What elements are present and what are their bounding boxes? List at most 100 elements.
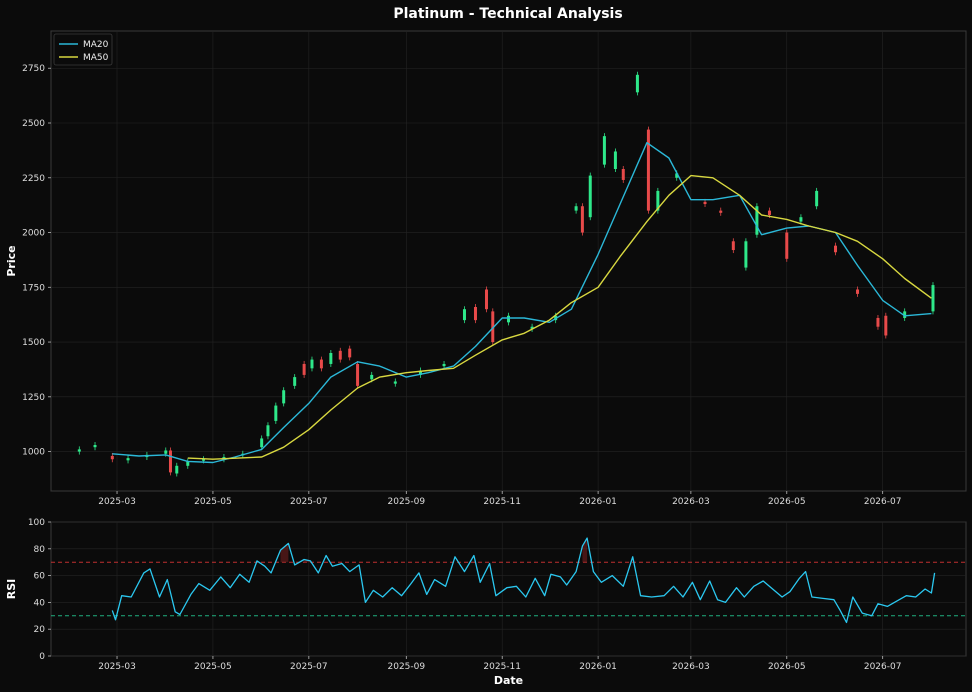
series-line-ma20 — [112, 142, 932, 464]
candle-up — [266, 425, 270, 437]
candle-down — [884, 315, 888, 336]
rsi-x-tick-label: 2025-03 — [98, 662, 136, 672]
candle-up — [799, 217, 803, 222]
price-x-tick-label: 2025-11 — [483, 497, 521, 507]
candle-down — [856, 289, 860, 294]
candle-down — [703, 201, 707, 205]
price-y-tick-label: 1250 — [22, 393, 45, 403]
rsi-x-tick-label: 2025-09 — [388, 662, 426, 672]
candle-up — [93, 445, 97, 448]
price-x-tick-label: 2026-03 — [672, 497, 710, 507]
candle-up — [815, 190, 819, 207]
rsi-y-tick-label: 20 — [34, 625, 46, 635]
price-y-tick-label: 2750 — [22, 64, 45, 74]
price-y-tick-label: 1750 — [22, 283, 45, 293]
candle-down — [719, 210, 723, 213]
price-y-tick-label: 2000 — [22, 229, 45, 239]
candle-up — [310, 359, 314, 369]
price-x-tick-label: 2026-05 — [768, 497, 806, 507]
candle-down — [731, 241, 735, 251]
rsi-x-tick-label: 2025-05 — [194, 662, 232, 672]
rsi-x-tick-label: 2026-03 — [672, 662, 710, 672]
candle-down — [110, 455, 114, 460]
candle-up — [462, 309, 466, 321]
price-y-tick-label: 2250 — [22, 174, 45, 184]
price-y-tick-label: 2500 — [22, 119, 45, 129]
candle-down — [621, 169, 625, 180]
candle-up — [931, 285, 935, 312]
price-panel: 1000 1250 1500 1750 2000 2250 2500 2750 2025-03 2… — [5, 30, 967, 507]
candle-up — [675, 173, 679, 178]
price-axis-label: Price — [5, 245, 18, 276]
overbought-fill — [280, 543, 289, 563]
candle-down — [646, 129, 650, 211]
candle-up — [274, 405, 278, 421]
candle-up — [656, 190, 660, 211]
legend-label-ma20: MA20 — [83, 40, 109, 50]
price-x-tick-label: 2025-03 — [98, 497, 136, 507]
price-y-tick-label: 1000 — [22, 448, 45, 458]
candle-down — [338, 350, 342, 360]
candle-down — [876, 317, 880, 327]
rsi-y-tick-label: 40 — [34, 598, 46, 608]
candle-up — [744, 241, 748, 268]
candle-up — [602, 136, 606, 165]
candle-up — [175, 465, 179, 474]
candle-down — [348, 348, 352, 358]
candle-down — [834, 245, 838, 253]
rsi-x-tick-label: 2026-05 — [768, 662, 806, 672]
candle-up — [282, 390, 286, 404]
legend: MA20 MA50 — [53, 33, 113, 66]
rsi-y-tick-label: 60 — [34, 572, 46, 582]
candle-up — [613, 151, 617, 169]
rsi-y-tick-label: 0 — [39, 652, 45, 662]
price-x-tick-label: 2025-07 — [290, 497, 328, 507]
rsi-y-tick-label: 100 — [28, 518, 45, 528]
candle-up — [164, 450, 168, 454]
rsi-frame — [50, 521, 967, 657]
candle-up — [370, 374, 374, 380]
candle-down — [491, 311, 495, 343]
legend-label-ma50: MA50 — [83, 53, 109, 63]
candle-down — [473, 307, 477, 321]
candle-down — [319, 359, 323, 369]
rsi-panel: 0 20 40 60 80 100 2025-03 2025-05 2025-07 2025-09… — [5, 518, 967, 687]
candle-down — [484, 289, 488, 310]
candle-down — [302, 363, 306, 375]
candle-up — [77, 449, 81, 452]
candle-down — [767, 210, 771, 215]
candle-up — [574, 206, 578, 211]
candle-up — [202, 459, 205, 461]
rsi-y-tick-label: 80 — [34, 545, 46, 555]
rsi-line — [111, 537, 936, 624]
candle-up — [635, 74, 639, 93]
candle-up — [442, 363, 446, 367]
price-y-tick-label: 1500 — [22, 338, 45, 348]
price-x-tick-label: 2025-05 — [194, 497, 232, 507]
candle-up — [260, 438, 264, 448]
candle-up — [293, 377, 297, 386]
rsi-axis-label: RSI — [5, 579, 18, 600]
candle-down — [356, 363, 360, 386]
price-x-tick-label: 2026-07 — [864, 497, 902, 507]
candle-up — [418, 370, 422, 375]
series-line-ma50 — [187, 174, 932, 460]
rsi-x-tick-label: 2026-01 — [579, 662, 617, 672]
price-frame — [50, 30, 967, 492]
price-x-tick-label: 2025-09 — [388, 497, 426, 507]
price-x-tick-label: 2026-01 — [579, 497, 617, 507]
candle-up — [507, 315, 510, 323]
candle-up — [530, 326, 534, 329]
candle-down — [580, 206, 584, 233]
rsi-x-tick-label: 2025-07 — [290, 662, 328, 672]
candle-down — [785, 232, 789, 259]
date-axis-label: Date — [494, 674, 523, 687]
chart-title: Platinum - Technical Analysis — [393, 6, 622, 22]
candle-up — [588, 175, 592, 218]
candle-down — [168, 450, 172, 473]
rsi-x-tick-label: 2025-11 — [483, 662, 521, 672]
candle-up — [329, 353, 333, 364]
candle-up — [903, 311, 907, 318]
candle-up — [126, 458, 130, 461]
